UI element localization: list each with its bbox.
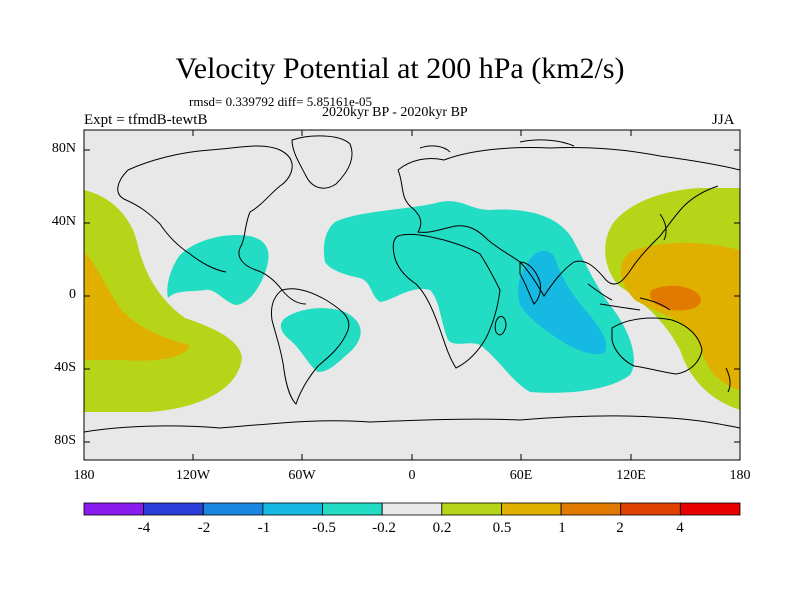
lon-label: 60E bbox=[509, 468, 533, 483]
colorbar-swatch bbox=[620, 502, 681, 516]
coastlines bbox=[83, 135, 741, 433]
colorbar-swatch bbox=[83, 502, 144, 516]
colorbar bbox=[83, 502, 741, 516]
colorbar-swatch bbox=[441, 502, 502, 516]
lat-label: 40N bbox=[51, 214, 76, 229]
experiment-label: Expt = tfmdB-tewtB bbox=[84, 112, 208, 128]
colorbar-label: 2 bbox=[616, 520, 624, 536]
neg-weak-region-south-america bbox=[280, 308, 361, 372]
colorbar-label: 0.5 bbox=[492, 520, 512, 536]
lon-label: 120W bbox=[175, 468, 211, 483]
colorbar-swatch bbox=[501, 502, 562, 516]
neg-mid-region-indian-ocean bbox=[517, 250, 607, 355]
colorbar-label: -4 bbox=[137, 520, 151, 536]
lat-label: 0 bbox=[69, 287, 76, 302]
colorbar-swatch bbox=[322, 502, 383, 516]
colorbar-label: -0.5 bbox=[312, 520, 336, 536]
stats-text: rmsd= 0.339792 diff= 5.85161e-05 bbox=[189, 94, 373, 109]
colorbar-label: -0.2 bbox=[372, 520, 396, 536]
lon-label: 180 bbox=[729, 468, 751, 483]
lat-tick-marks bbox=[84, 149, 740, 443]
colorbar-label: 1 bbox=[558, 520, 566, 536]
pos-mid-region-asia-pacific bbox=[620, 242, 740, 390]
pos-strong-region-asia-pacific bbox=[650, 285, 701, 311]
lat-label: 80N bbox=[51, 141, 76, 156]
period-label: 2020kyr BP - 2020kyr BP bbox=[322, 105, 468, 120]
lon-label: 180 bbox=[73, 468, 95, 483]
colorbar-swatch bbox=[680, 502, 741, 516]
lon-label: 0 bbox=[408, 468, 416, 483]
colorbar-label: 4 bbox=[676, 520, 684, 536]
colorbar-swatch bbox=[143, 502, 204, 516]
lat-label: 80S bbox=[54, 433, 76, 448]
neg-weak-region-africa-indian-ocean bbox=[323, 201, 634, 393]
colorbar-swatch bbox=[202, 502, 264, 516]
plot-title: Velocity Potential at 200 hPa (km2/s) bbox=[175, 52, 625, 85]
lon-label: 60W bbox=[288, 468, 316, 483]
colorbar-swatch bbox=[381, 502, 443, 516]
colorbar-label: -1 bbox=[257, 520, 271, 536]
colorbar-label: -2 bbox=[197, 520, 211, 536]
lon-label: 120E bbox=[616, 468, 646, 483]
lat-label: 40S bbox=[54, 360, 76, 375]
colorbar-swatch bbox=[560, 502, 622, 516]
season-label: JJA bbox=[712, 112, 735, 128]
colorbar-swatch bbox=[262, 502, 323, 516]
map-panel bbox=[83, 129, 741, 461]
colorbar-label: 0.2 bbox=[432, 520, 452, 536]
lon-tick-marks bbox=[192, 130, 632, 460]
pos-mid-region-west-pacific bbox=[84, 252, 190, 361]
